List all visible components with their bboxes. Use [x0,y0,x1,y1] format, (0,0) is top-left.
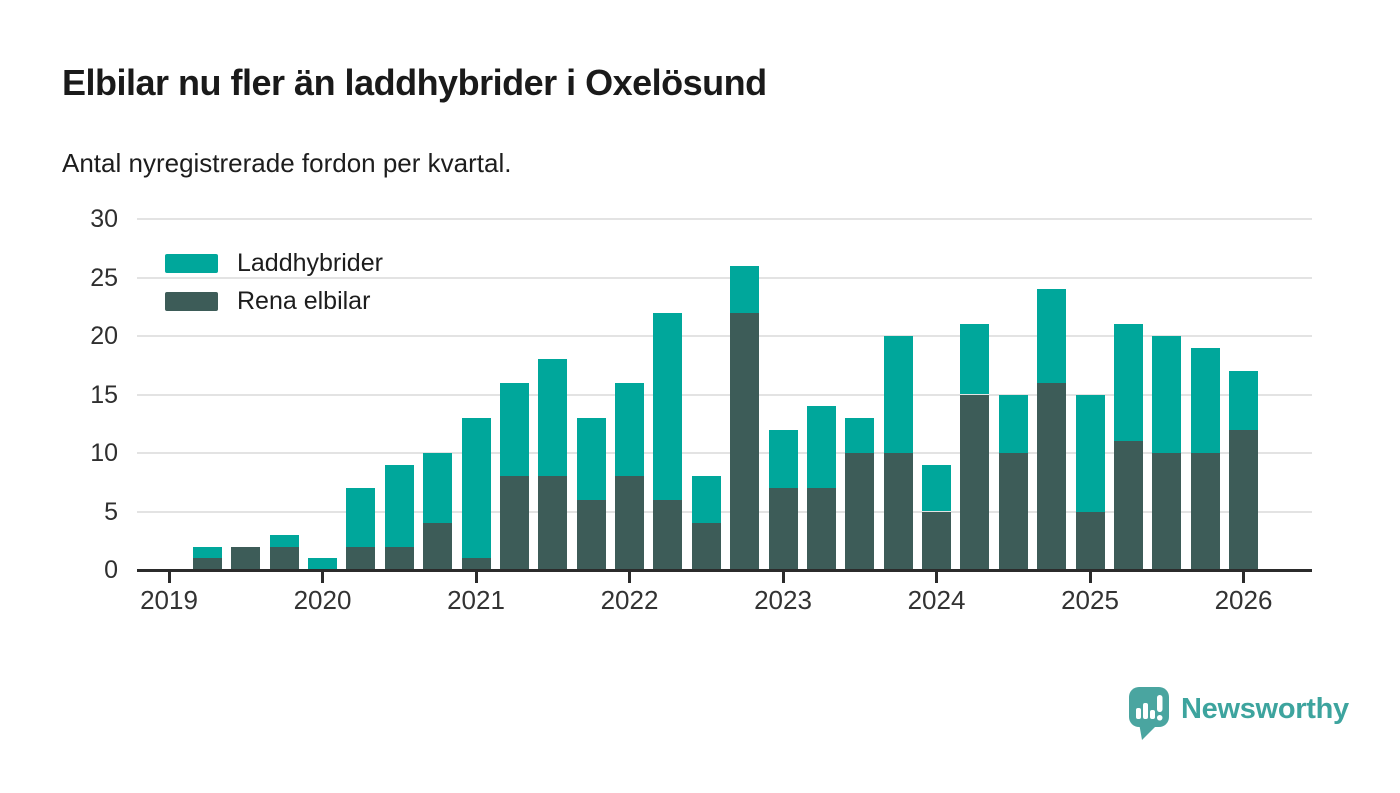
legend: Laddhybrider Rena elbilar [165,244,383,320]
legend-swatch-laddhybrider-icon [165,253,218,273]
bar-segment-laddhybrider [1037,289,1067,383]
legend-item-rena-elbilar: Rena elbilar [165,282,383,320]
x-axis-tick [321,571,324,583]
legend-item-laddhybrider: Laddhybrider [165,244,383,282]
bar-segment-laddhybrider [730,265,760,313]
bar-segment-rena-elbilar [461,558,491,570]
bar-segment-rena-elbilar [346,546,376,570]
x-axis-line [137,568,1312,572]
bar-segment-rena-elbilar [538,476,568,570]
bar-segment-laddhybrider [499,382,529,477]
gridline [137,276,1312,279]
legend-label-laddhybrider: Laddhybrider [237,248,383,277]
bar-segment-laddhybrider [806,406,836,489]
bar-segment-laddhybrider [691,476,721,524]
legend-swatch-rena-elbilar-icon [165,291,218,311]
bar-segment-rena-elbilar [998,453,1028,570]
x-tick-label: 2026 [1214,585,1273,615]
bar-segment-rena-elbilar [615,476,644,570]
x-tick-label: 2022 [600,585,659,615]
newsworthy-logo: Newsworthy [1128,686,1368,748]
chart-subtitle: Antal nyregistrerade fordon per kvartal. [62,148,512,178]
bar-segment-rena-elbilar [499,476,529,570]
bar-segment-rena-elbilar [384,546,414,570]
bar-segment-rena-elbilar [1229,429,1258,570]
x-tick-label: 2019 [140,585,198,615]
x-axis-tick [1088,571,1092,583]
newsworthy-bubble-barchart-icon [1129,687,1169,740]
x-tick-label: 2021 [447,585,505,615]
y-tick-label: 20 [90,322,118,350]
bar-segment-laddhybrider [1229,371,1258,430]
legend-label-rena-elbilar: Rena elbilar [237,286,371,315]
bar-segment-laddhybrider [1190,347,1220,453]
bar-segment-rena-elbilar [231,546,261,570]
bar-segment-laddhybrider [576,417,606,500]
gridline [137,393,1312,396]
bar-segment-rena-elbilar [1190,453,1220,570]
bar-segment-laddhybrider [922,464,951,512]
bar-segment-rena-elbilar [653,499,683,570]
chart-title: Elbilar nu fler än laddhybrider i Oxelös… [62,62,767,103]
bar-segment-rena-elbilar [691,523,721,570]
bar-segment-laddhybrider [998,394,1028,453]
bar-segment-laddhybrider [538,359,568,477]
bar-segment-rena-elbilar [1152,453,1182,570]
x-tick-label: 2023 [754,585,812,615]
gridline [137,452,1312,454]
bar-segment-rena-elbilar [806,488,836,570]
y-tick-label: 15 [90,380,118,409]
bar-segment-laddhybrider [423,453,453,524]
bar-segment-laddhybrider [1113,324,1143,442]
bar-segment-laddhybrider [192,546,222,559]
bar-segment-rena-elbilar [1075,511,1105,570]
x-axis-tick [628,571,631,583]
bar-segment-rena-elbilar [192,558,222,570]
x-tick-label: 2020 [293,585,352,615]
bar-segment-laddhybrider [308,558,337,570]
bar-segment-laddhybrider [883,336,913,453]
y-tick-label: 30 [90,205,118,233]
bar-segment-rena-elbilar [960,394,990,570]
bar-segment-laddhybrider [960,324,990,395]
y-tick-label: 0 [104,556,118,584]
x-axis-tick [935,571,938,583]
bar-segment-laddhybrider [1075,394,1105,512]
bar-segment-rena-elbilar [423,523,453,570]
bar-segment-laddhybrider [845,417,875,453]
x-axis-tick [474,571,478,583]
bar-segment-laddhybrider [615,382,644,477]
x-axis-tick [167,571,171,583]
bar-segment-laddhybrider [269,534,299,547]
bar-segment-rena-elbilar [883,453,913,570]
y-tick-label: 25 [90,263,118,292]
bar-segment-laddhybrider [653,312,683,500]
bar-segment-rena-elbilar [576,499,606,570]
bar-segment-laddhybrider [384,464,414,547]
gridline [137,510,1312,513]
y-tick-label: 10 [90,439,118,467]
bar-segment-rena-elbilar [845,453,875,570]
gridline [137,335,1312,337]
bar-segment-laddhybrider [461,417,491,559]
brand-name: Newsworthy [1181,693,1349,725]
bar-segment-rena-elbilar [768,488,798,570]
bar-segment-rena-elbilar [730,312,760,570]
bar-segment-laddhybrider [346,488,376,547]
x-axis-tick [1242,571,1245,583]
x-axis-tick [781,571,785,583]
x-tick-label: 2025 [1061,585,1119,615]
bar-segment-rena-elbilar [1113,441,1143,570]
bar-segment-rena-elbilar [1037,382,1067,570]
bar-segment-laddhybrider [768,429,798,489]
x-tick-label: 2024 [907,585,966,615]
bar-segment-laddhybrider [1152,336,1182,453]
bar-segment-rena-elbilar [922,511,951,570]
bar-segment-rena-elbilar [269,546,299,570]
y-tick-label: 5 [104,497,118,526]
gridline [137,218,1312,220]
